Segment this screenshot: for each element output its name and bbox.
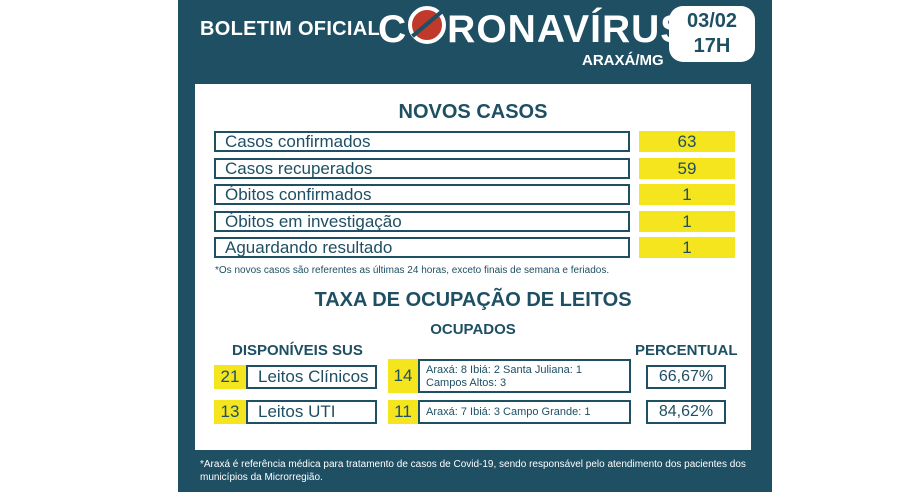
percentual-header: PERCENTUAL [635, 342, 738, 359]
footer-note: *Araxá é referência médica para tratamen… [200, 459, 746, 483]
case-row-label: Óbitos confirmados [214, 184, 630, 205]
brand-rest: RONAVÍRUS [447, 8, 688, 51]
ocupados-count: 11 [388, 400, 418, 424]
ocupados-detail: Araxá: 8 Ibiá: 2 Santa Juliana: 1 Campos… [418, 359, 631, 393]
virus-icon [408, 6, 447, 44]
case-row-value: 1 [639, 211, 735, 232]
date-text: 03/02 [686, 10, 738, 32]
brand-first-letter: C [378, 8, 408, 51]
cases-footnote: *Os novos casos são referentes as última… [215, 265, 610, 276]
case-row-value: 1 [639, 184, 735, 205]
city-label: ARAXÁ/MG [582, 52, 664, 69]
case-row-value: 1 [639, 237, 735, 258]
ocupados-count: 14 [388, 359, 418, 393]
case-row-value: 63 [639, 131, 735, 152]
percent-value: 66,67% [646, 365, 726, 389]
leitos-title: TAXA DE OCUPAÇÃO DE LEITOS [314, 289, 632, 311]
bulletin-title: BOLETIM OFICIAL [200, 18, 381, 40]
date-badge: 03/02 17H [669, 6, 755, 62]
brand-title: C RONAVÍRUS [378, 4, 687, 52]
disponiveis-header: DISPONÍVEIS SUS [232, 342, 363, 359]
case-row-value: 59 [639, 158, 735, 179]
time-text: 17H [693, 35, 731, 57]
disponiveis-count: 21 [214, 365, 246, 389]
case-row-label: Casos recuperados [214, 158, 630, 179]
content-panel: NOVOS CASOS Casos confirmados 63 Casos r… [195, 84, 751, 450]
ocupados-detail: Araxá: 7 Ibiá: 3 Campo Grande: 1 [418, 400, 631, 424]
case-row-label: Aguardando resultado [214, 237, 630, 258]
case-row-label: Casos confirmados [214, 131, 630, 152]
percent-value: 84,62% [646, 400, 726, 424]
case-row-label: Óbitos em investigação [214, 211, 630, 232]
bed-type-label: Leitos Clínicos [246, 365, 377, 389]
bulletin-poster: BOLETIM OFICIAL C RONAVÍRUS ARAXÁ/MG 03/0… [178, 0, 772, 492]
disponiveis-count: 13 [214, 400, 246, 424]
novos-casos-title: NOVOS CASOS [398, 101, 548, 123]
ocupados-header: OCUPADOS [430, 321, 516, 338]
bed-type-label: Leitos UTI [246, 400, 377, 424]
